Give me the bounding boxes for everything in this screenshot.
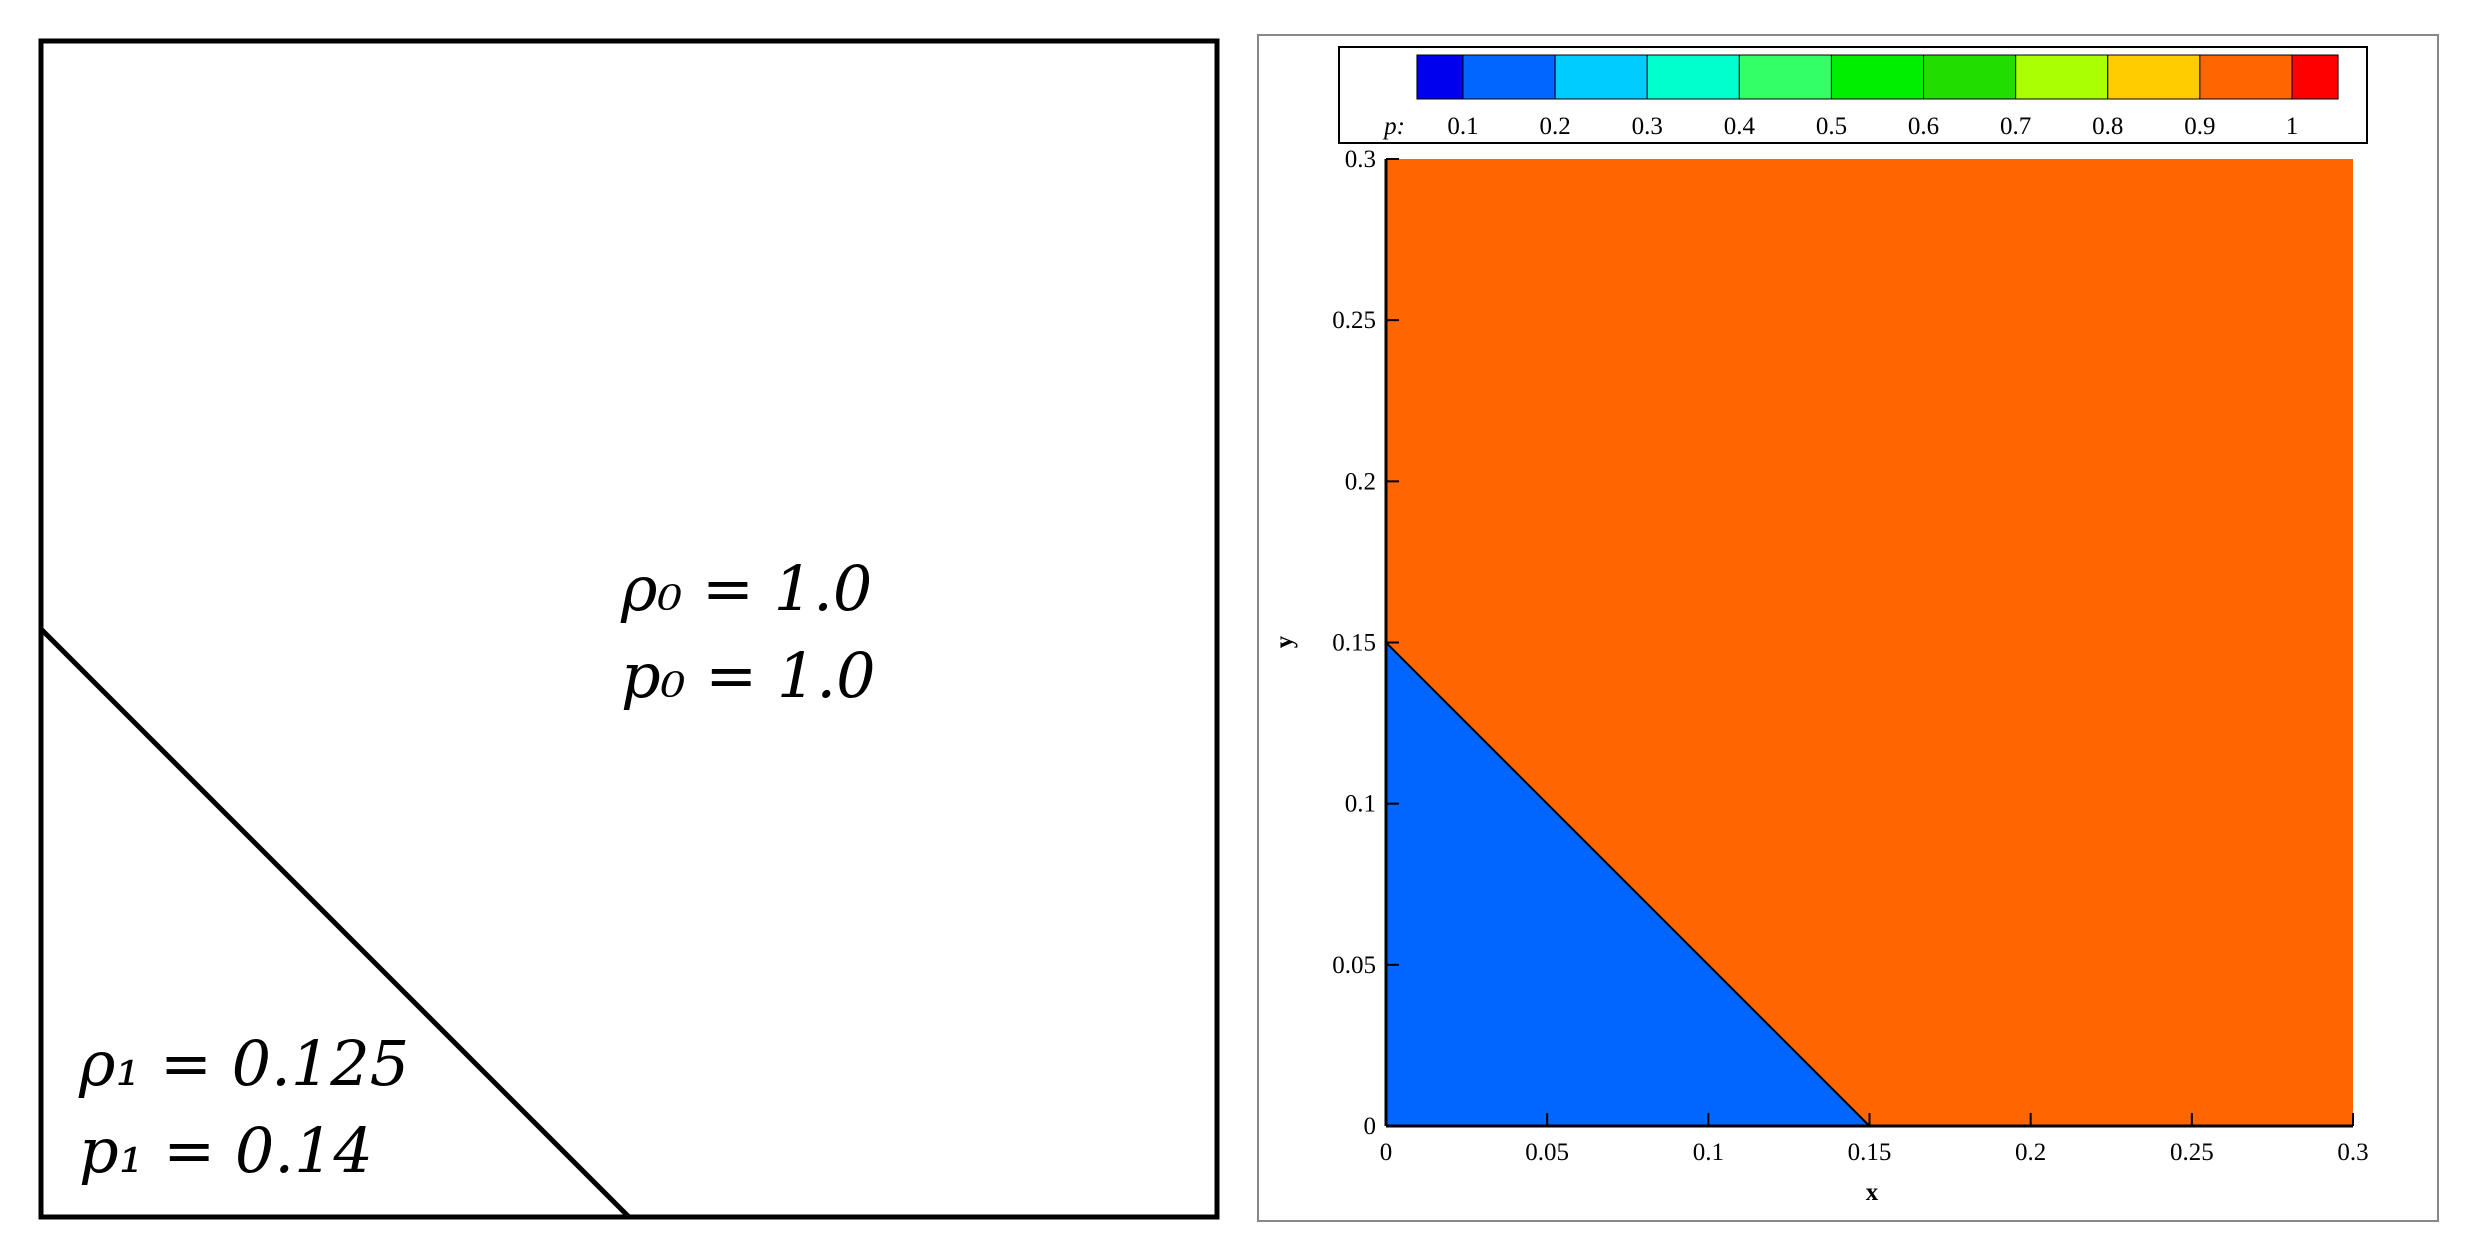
legend-swatch — [1738, 54, 1832, 100]
legend-swatch — [1646, 54, 1740, 100]
lower-density: ρ₁ = 0.125 — [78, 1027, 409, 1100]
y-tick-label: 0 — [1364, 1113, 1377, 1140]
legend-swatch — [1462, 54, 1556, 100]
legend-level-label: 0.9 — [2184, 113, 2215, 140]
legend-level-label: 0.8 — [2092, 113, 2123, 140]
x-tick-label: 0.25 — [2170, 1139, 2214, 1166]
legend-level-label: 1 — [2286, 113, 2299, 140]
legend-swatch — [1416, 54, 1464, 100]
y-tick-label: 0.3 — [1345, 146, 1376, 173]
x-tick-label: 0.2 — [2015, 1139, 2046, 1166]
interface-line — [39, 627, 631, 1219]
x-tick-label: 0.3 — [2337, 1139, 2368, 1166]
x-axis-label: x — [1866, 1179, 1879, 1206]
lower-pressure: p₁ = 0.14 — [79, 1114, 373, 1187]
legend-level-label: 0.1 — [1447, 113, 1478, 140]
interface-line — [1385, 641, 1871, 1127]
legend-swatch — [2107, 54, 2201, 100]
y-tick-label: 0.05 — [1332, 952, 1376, 979]
legend-swatch — [1554, 54, 1648, 100]
y-axis-label: y — [1271, 635, 1298, 648]
x-tick-label: 0.1 — [1693, 1139, 1724, 1166]
legend-level-label: 0.5 — [1816, 113, 1847, 140]
x-tick-label: 0.15 — [1848, 1139, 1892, 1166]
legend-swatch — [1830, 54, 1925, 100]
legend-level-label: 0.7 — [2000, 113, 2031, 140]
upper-density: ρ₀ = 1.0 — [620, 552, 872, 625]
legend-level-label: 0.6 — [1908, 113, 1939, 140]
legend-swatch — [2291, 54, 2339, 100]
plot-frame — [1257, 34, 2439, 1222]
y-tick-label: 0.1 — [1345, 791, 1376, 818]
legend-level-label: 0.4 — [1724, 113, 1756, 140]
y-tick-label: 0.25 — [1332, 307, 1376, 334]
y-tick-label: 0.15 — [1332, 630, 1376, 657]
legend-swatch — [2199, 54, 2293, 100]
legend-swatch — [2015, 54, 2109, 100]
upper-pressure: p₀ = 1.0 — [621, 639, 876, 712]
y-tick-label: 0.2 — [1345, 468, 1376, 495]
legend-level-label: 0.3 — [1632, 113, 1663, 140]
legend-title: p: — [1382, 113, 1405, 140]
legend-swatch — [1923, 54, 2017, 100]
x-tick-label: 0 — [1380, 1139, 1393, 1166]
x-tick-label: 0.05 — [1525, 1139, 1569, 1166]
legend-level-label: 0.2 — [1539, 113, 1570, 140]
